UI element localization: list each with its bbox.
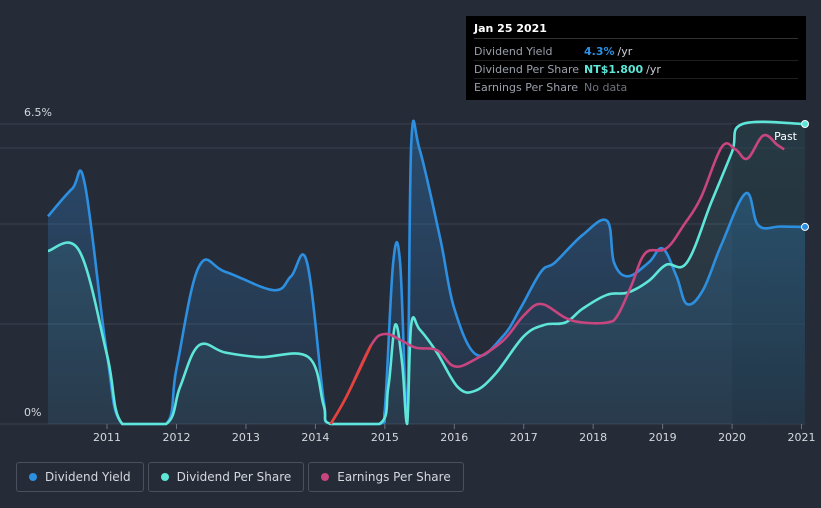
x-tick-label: 2018 <box>579 431 607 444</box>
tooltip-label: Earnings Per Share <box>474 81 579 94</box>
x-tick-label: 2021 <box>788 431 816 444</box>
series-areas <box>48 120 805 425</box>
y-label-top: 6.5% <box>24 106 52 119</box>
tooltip-label: Dividend Per Share <box>474 63 580 76</box>
legend-dot-icon <box>160 473 169 481</box>
tooltip-date: Jan 25 2021 <box>474 22 798 39</box>
series-lines <box>47 119 806 426</box>
legend-dot-icon <box>321 473 330 481</box>
dividend-per-share-line <box>47 120 806 426</box>
legend-label: Dividend Yield <box>45 470 131 484</box>
tooltip-label: Dividend Yield <box>474 45 553 58</box>
x-axis: 2011 2012 2013 2014 2015 2016 2017 2018 2019 2020… <box>93 424 816 444</box>
x-tick-label: 2015 <box>371 431 399 444</box>
y-label-bottom: 0% <box>24 406 41 419</box>
tooltip-unit: /yr <box>646 63 661 76</box>
x-tick-label: 2013 <box>232 431 260 444</box>
earnings-per-share-line <box>329 133 785 425</box>
tooltip-value: No data <box>584 81 628 94</box>
x-tick-label: 2017 <box>510 431 538 444</box>
legend: Dividend Yield Dividend Per Share Earnin… <box>16 462 464 492</box>
legend-item-dividend-yield[interactable]: Dividend Yield <box>16 462 144 492</box>
x-tick-label: 2011 <box>93 431 121 444</box>
x-tick-label: 2012 <box>162 431 190 444</box>
legend-label: Dividend Per Share <box>176 470 292 484</box>
tooltip-row-dividend-yield: Dividend Yield 4.3% /yr <box>474 43 798 61</box>
x-tick-label: 2020 <box>718 431 746 444</box>
tooltip-value: NT$1.800 <box>584 63 644 76</box>
legend-item-earnings-per-share[interactable]: Earnings Per Share <box>308 462 464 492</box>
dividend-yield-line <box>47 119 806 426</box>
earnings-per-share-start-segment <box>329 344 373 425</box>
series-end-markers <box>801 120 809 231</box>
x-tick-label: 2019 <box>649 431 677 444</box>
legend-label: Earnings Per Share <box>337 470 451 484</box>
tooltip-value: 4.3% <box>584 45 615 58</box>
dividend-per-share-area <box>48 121 805 425</box>
dividend-yield-end-marker <box>801 222 809 231</box>
tooltip-row-earnings-per-share: Earnings Per Share No data <box>474 79 798 96</box>
y-axis-labels: 6.5% 0% <box>24 106 52 419</box>
tooltip-row-dividend-per-share: Dividend Per Share NT$1.800 /yr <box>474 61 798 79</box>
tooltip-unit: /yr <box>617 45 633 58</box>
dividend-per-share-end-marker <box>801 120 809 128</box>
x-tick-label: 2014 <box>301 431 329 444</box>
legend-item-dividend-per-share[interactable]: Dividend Per Share <box>147 462 305 492</box>
tooltip-panel: Jan 25 2021 Dividend Yield 4.3% /yr Divi… <box>466 16 806 100</box>
x-tick-label: 2016 <box>440 431 468 444</box>
legend-dot-icon <box>29 473 37 481</box>
past-label: Past <box>774 130 798 143</box>
